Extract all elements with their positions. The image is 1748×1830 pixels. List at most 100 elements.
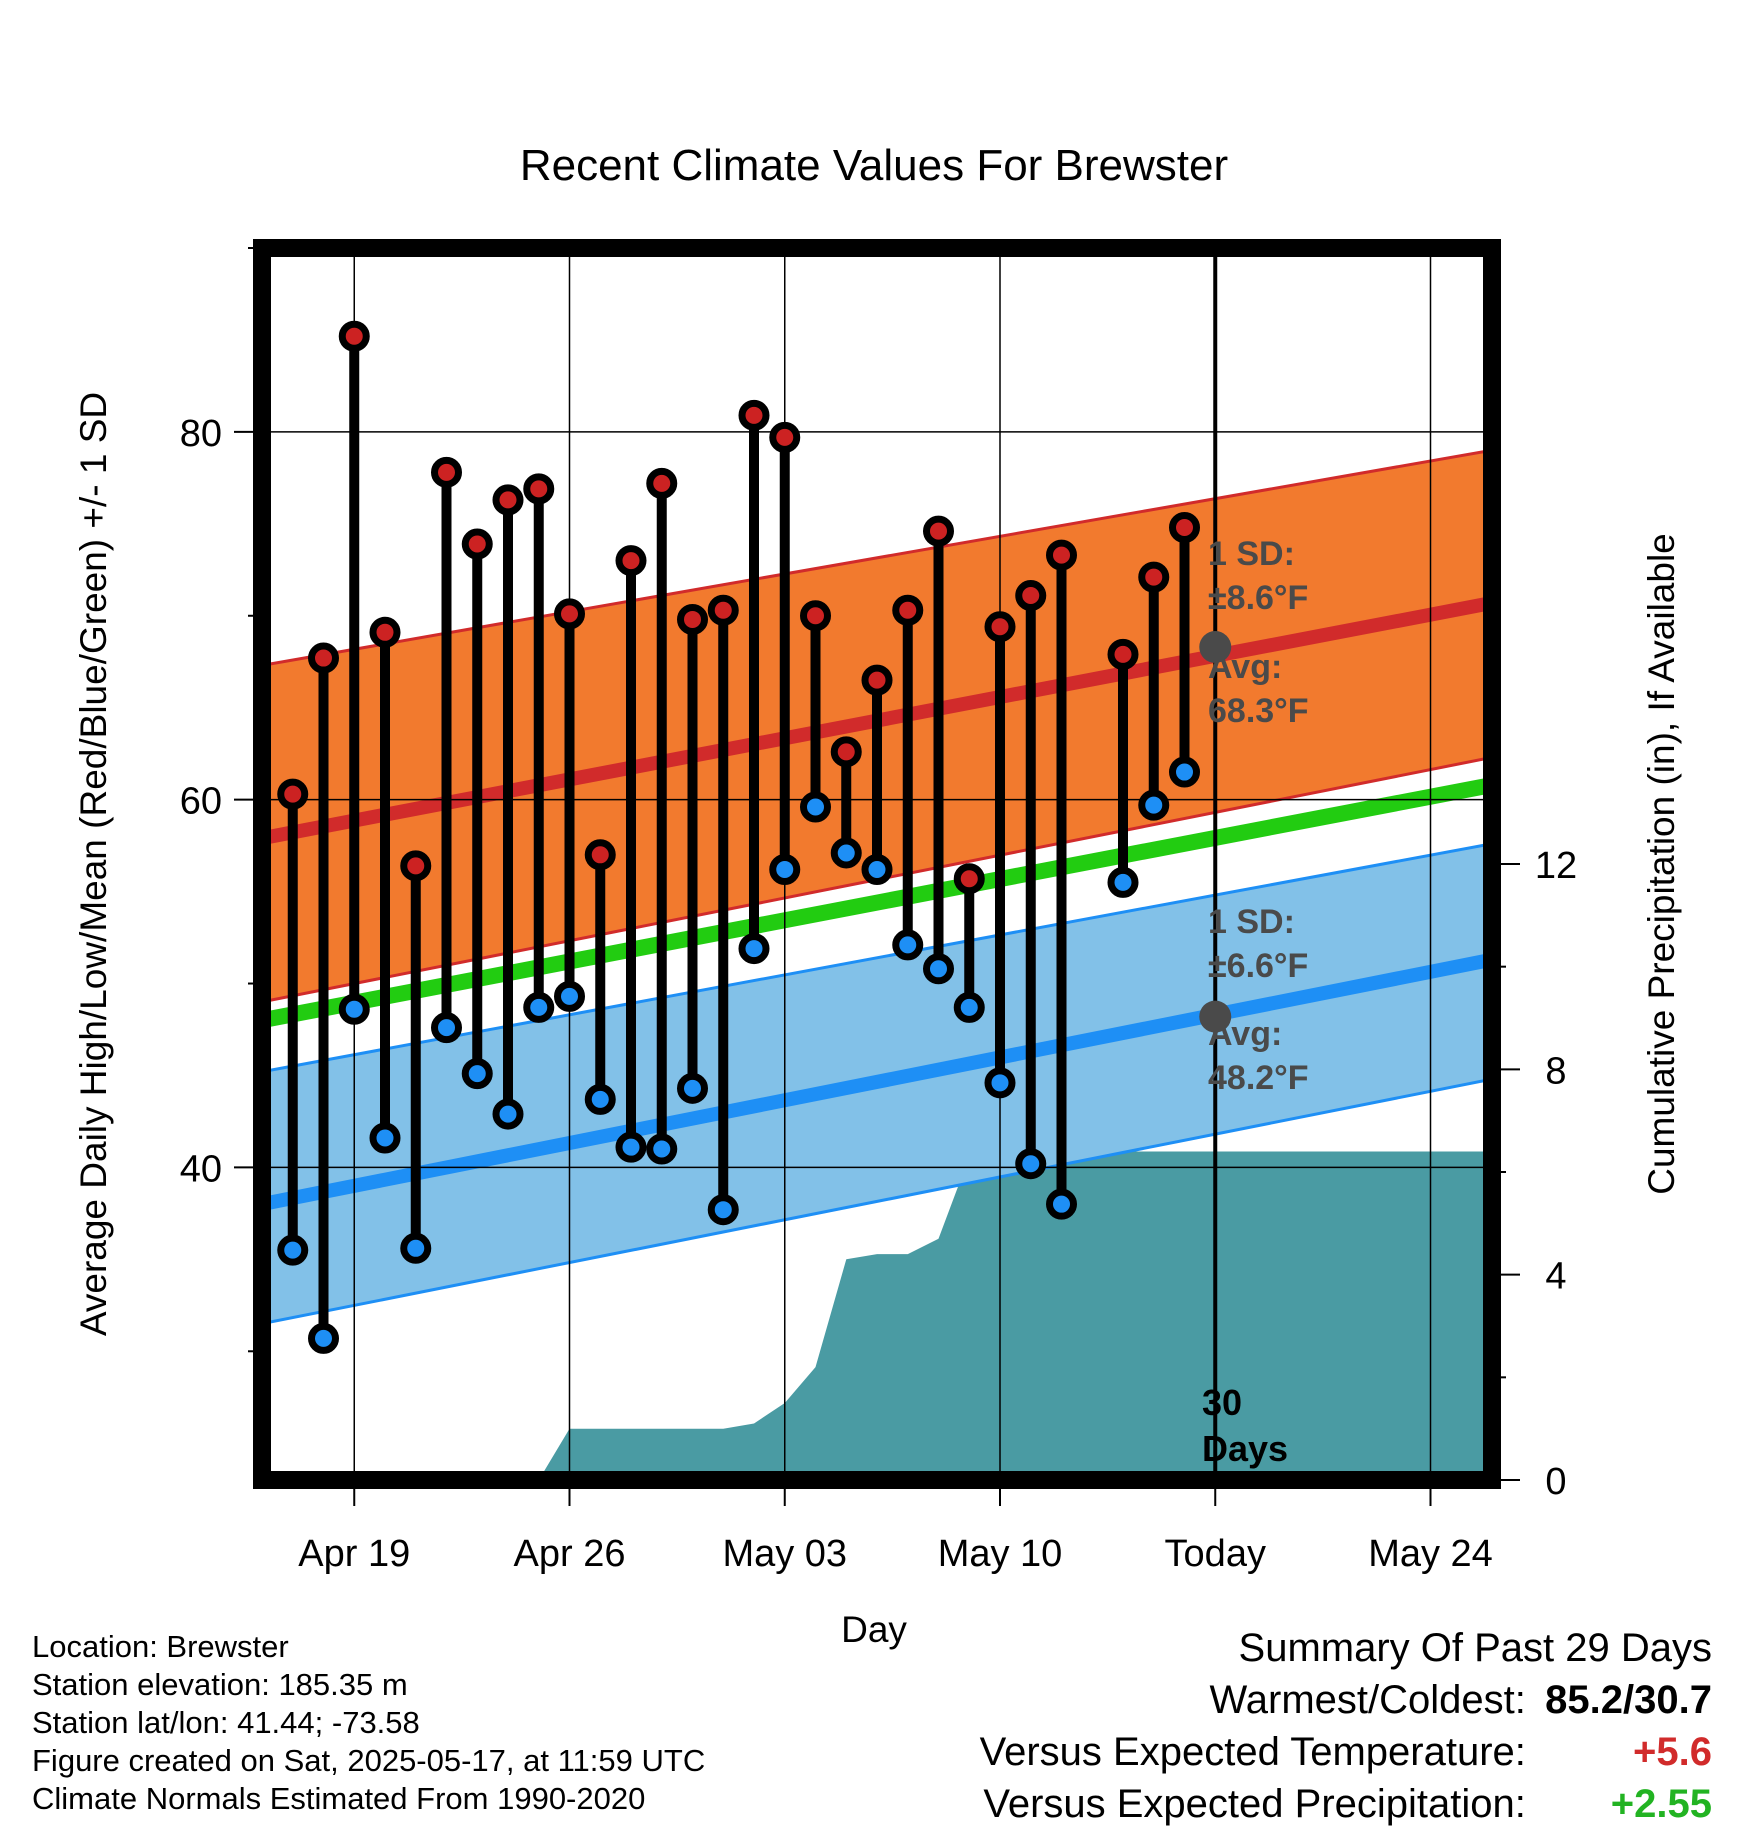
daily-high-point (584, 839, 616, 871)
daily-low-point (646, 1133, 678, 1165)
plot-frame (253, 239, 1501, 1489)
daily-low-point (431, 1012, 462, 1044)
low-sd-value: ±6.6°F (1208, 947, 1308, 985)
high-avg-value: 68.3°F (1208, 692, 1309, 730)
daily-low-point (738, 933, 770, 965)
daily-low-point (1107, 866, 1139, 898)
daily-high-point (861, 664, 893, 696)
daily-low-point (984, 1067, 1016, 1099)
warm-cold-row: Warmest/Coldest: 85.2/30.7 (980, 1674, 1713, 1726)
daily-low-point (677, 1072, 708, 1104)
daily-low-point (523, 991, 555, 1023)
y2-tick-label: 0 (1545, 1461, 1566, 1503)
daily-high-point (830, 736, 862, 768)
avg-mean-line (262, 777, 1492, 1029)
daily-low-point (769, 854, 801, 886)
precip-departure-row: Versus Expected Precipitation: +2.55 (980, 1778, 1712, 1830)
daily-low-point (1046, 1188, 1077, 1220)
low-avg-label: Avg: (1208, 1015, 1282, 1053)
daily-high-point (1046, 539, 1077, 571)
daily-low-point (1138, 789, 1170, 821)
daily-low-point (369, 1122, 401, 1154)
low-sd-band-upper-edge (262, 842, 1492, 1074)
elevation-text: Station elevation: 185.35 m (32, 1667, 408, 1702)
daily-low-point (492, 1098, 524, 1130)
daily-high-point (1138, 561, 1170, 593)
location-text: Location: Brewster (32, 1629, 289, 1664)
y-tick-label: 60 (180, 781, 222, 823)
daily-low-point (400, 1232, 432, 1264)
daily-low-point (461, 1058, 493, 1090)
low-sd-label: 1 SD: (1208, 903, 1295, 941)
x-tick-label: Apr 19 (298, 1533, 410, 1575)
station-info: Location: Brewster Station elevation: 18… (32, 1628, 705, 1818)
daily-high-point (738, 399, 770, 431)
daily-low-point (830, 837, 862, 869)
daily-low-point (554, 980, 585, 1012)
daily-high-point (646, 467, 678, 499)
daily-low-point (1015, 1148, 1047, 1180)
daily-low-point (277, 1234, 309, 1266)
y2-tick-label: 8 (1545, 1050, 1566, 1092)
x-axis-label: Day (841, 1609, 907, 1650)
high-sd-value: ±8.6°F (1208, 579, 1308, 617)
created-text: Figure created on Sat, 2025-05-17, at 11… (32, 1743, 706, 1778)
x-tick-label: May 10 (938, 1533, 1063, 1575)
daily-high-point (492, 484, 524, 516)
daily-high-point (277, 778, 309, 810)
window-number: 30 (1202, 1382, 1242, 1423)
daily-low-point (861, 854, 893, 886)
temp-departure-row: Versus Expected Temperature: +5.6 (980, 1726, 1712, 1778)
temp-departure-label: Versus Expected Temperature: (979, 1730, 1526, 1774)
daily-low-point (953, 991, 985, 1023)
daily-high-point (800, 600, 831, 632)
daily-low-point (308, 1322, 339, 1354)
cumulative-precip-area (538, 1151, 1492, 1480)
summary-heading: Summary Of Past 29 Days (1238, 1626, 1712, 1670)
temp-departure-value: +5.6 (1633, 1730, 1712, 1774)
daily-high-point (615, 545, 647, 577)
daily-bars-layer (277, 320, 1200, 1354)
normals-text: Climate Normals Estimated From 1990-2020 (32, 1781, 646, 1816)
annotations-layer: 1 SD: ±8.6°F Avg: 68.3°F 1 SD: ±6.6°F Av… (1202, 535, 1309, 1469)
y2-tick-label: 12 (1535, 845, 1577, 887)
daily-low-point (707, 1194, 739, 1226)
x-tick-label: Apr 26 (514, 1533, 626, 1575)
y2-axis-label: Cumulative Precipitation (in), If Availa… (1641, 533, 1682, 1195)
summary-panel: Summary Of Past 29 Days Warmest/Coldest:… (980, 1622, 1712, 1830)
daily-low-point (1169, 756, 1200, 788)
daily-high-point (431, 456, 462, 488)
x-tick-label: May 24 (1368, 1533, 1493, 1575)
low-sd-band-lower-edge (262, 1077, 1492, 1326)
avg-low-line (262, 952, 1492, 1212)
daily-high-point (308, 642, 339, 674)
y2-tick-label: 4 (1545, 1256, 1566, 1298)
daily-low-point (923, 953, 954, 985)
daily-high-point (923, 515, 954, 547)
axes-layer: Apr 19 Apr 26 May 03 May 10 Today May 2440608… (180, 247, 1577, 1575)
daily-low-point (892, 929, 924, 961)
daily-low-point (800, 791, 831, 823)
daily-high-point (338, 320, 370, 352)
daily-high-point (707, 594, 739, 626)
daily-high-point (554, 598, 585, 630)
daily-high-point (1169, 511, 1200, 543)
chart-title: Recent Climate Values For Brewster (520, 141, 1228, 190)
daily-high-point (677, 603, 708, 635)
daily-high-point (523, 473, 555, 505)
precip-departure-value: +2.55 (1610, 1782, 1712, 1826)
y-tick-label: 40 (180, 1148, 222, 1190)
daily-high-point (984, 611, 1016, 643)
warm-cold-label: Warmest/Coldest: (1209, 1678, 1526, 1722)
precip-departure-label: Versus Expected Precipitation: (983, 1782, 1526, 1826)
daily-high-point (1015, 580, 1047, 612)
daily-high-point (369, 616, 401, 648)
daily-high-point (953, 863, 985, 895)
daily-high-point (400, 850, 432, 882)
today-avg-high-dot (1199, 631, 1232, 664)
daily-low-point (338, 993, 370, 1025)
low-avg-value: 48.2°F (1208, 1059, 1309, 1097)
precip-layer (538, 1151, 1492, 1480)
high-avg-label: Avg: (1208, 648, 1282, 686)
